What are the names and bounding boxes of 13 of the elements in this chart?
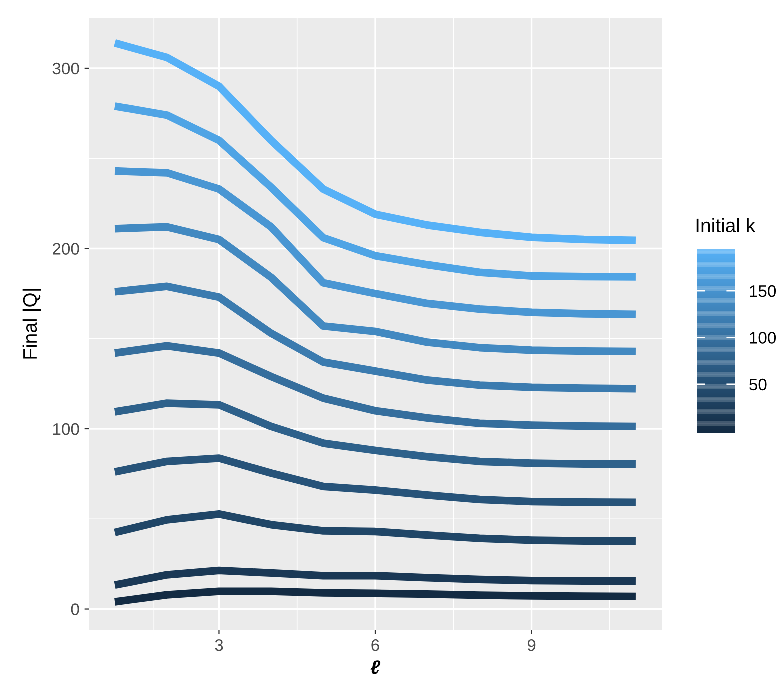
y-tick-label: 0 [71, 604, 80, 616]
x-tick-label: 9 [528, 639, 536, 652]
color-bar-label: 100 [750, 332, 776, 344]
y-tick-label: 300 [52, 62, 80, 75]
color-bar-label: 50 [750, 378, 767, 391]
y-tick-label: 100 [53, 423, 80, 436]
y-tick-label: 200 [53, 243, 80, 255]
x-tick-label: 6 [372, 639, 380, 652]
x-axis-title: ℓ [370, 660, 381, 674]
x-tick-label: 3 [215, 639, 224, 652]
color-bar-label: 150 [750, 285, 776, 298]
y-axis-title: Final |Q| [22, 289, 42, 359]
color-bar-title: Initial k [696, 218, 756, 233]
